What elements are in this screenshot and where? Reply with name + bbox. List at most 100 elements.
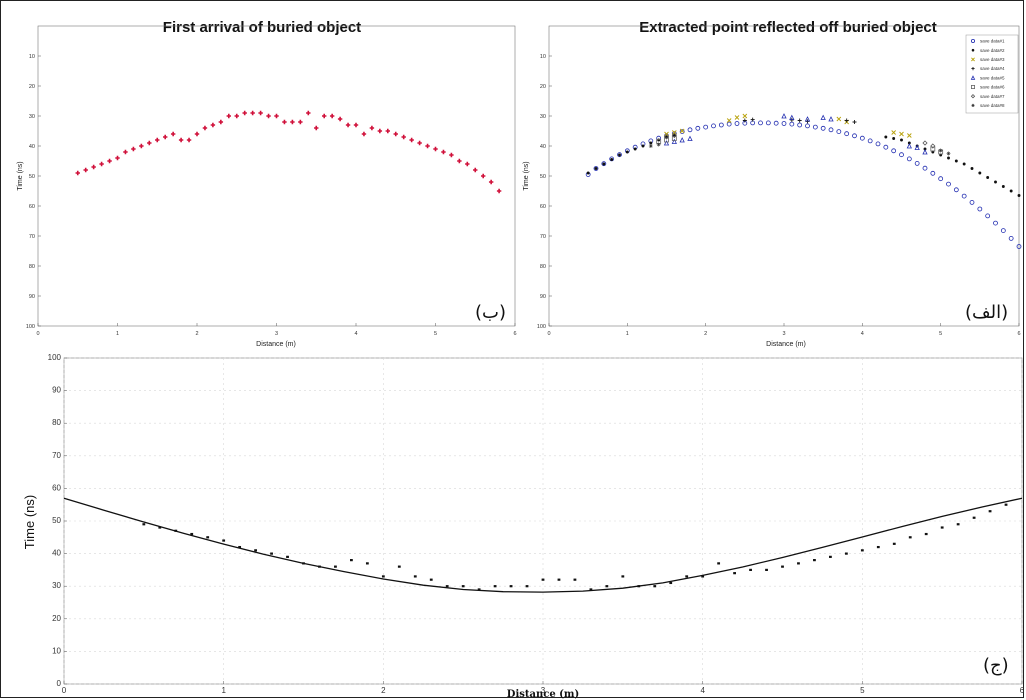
- panel-b-axes-box: [37, 25, 516, 327]
- data-point: [867, 138, 873, 144]
- panel-alef-y-tick-label: 40: [540, 144, 546, 150]
- data-point: [859, 135, 865, 141]
- data-point: [671, 132, 677, 139]
- legend-entry: save data#6: [980, 85, 1005, 90]
- data-point: [978, 171, 982, 175]
- data-point: [695, 125, 701, 131]
- data-point: [906, 156, 912, 162]
- data-point: [703, 124, 709, 130]
- data-point: [875, 141, 881, 147]
- data-point: [641, 144, 645, 148]
- data-point: [985, 213, 991, 219]
- data-point: [876, 545, 880, 549]
- panel-alef-x-tick-label: 1: [626, 331, 629, 337]
- panel-alef-y-tick-label: 10: [540, 54, 546, 60]
- panel-b-x-axis-label: Distance (m): [256, 341, 296, 348]
- data-point: [238, 545, 242, 549]
- data-point: [1000, 228, 1006, 234]
- data-point: [99, 161, 104, 167]
- data-point: [617, 152, 622, 158]
- data-point: [687, 127, 693, 133]
- data-point: [687, 135, 693, 141]
- data-point: [350, 559, 353, 562]
- panel-b-x-tick-label: 4: [354, 331, 357, 337]
- panel-b-label: (ب): [475, 302, 506, 323]
- panel-b-y-tick-label: 70: [29, 234, 35, 240]
- data-point: [353, 122, 359, 128]
- data-point: [586, 171, 590, 175]
- data-point: [742, 113, 748, 119]
- data-point: [1008, 235, 1014, 241]
- data-point: [457, 158, 462, 164]
- panel-b-x-tick-label: 2: [195, 331, 198, 337]
- data-point: [828, 116, 834, 122]
- panel-alef-data-points: [585, 113, 1022, 249]
- data-point: [892, 542, 896, 545]
- data-point: [473, 167, 478, 173]
- panel-jim-x-axis-label: Distance (m): [507, 689, 579, 700]
- legend-marker: [970, 94, 976, 99]
- panel-b-y-tick-label: 10: [29, 54, 35, 60]
- panel-jim-y-tick-label: 100: [48, 353, 62, 362]
- data-point: [946, 151, 951, 156]
- panel-b-y-tick-label: 40: [29, 144, 35, 150]
- data-point: [509, 585, 513, 588]
- panel-jim-y-tick-label: 30: [52, 581, 61, 590]
- data-point: [892, 137, 896, 140]
- data-point: [573, 578, 577, 581]
- data-point: [618, 153, 621, 157]
- panel-b-x-tick-label: 6: [513, 331, 516, 337]
- data-point: [206, 536, 210, 539]
- panel-b-y-tick-label: 60: [29, 204, 35, 210]
- data-point: [899, 152, 904, 158]
- panel-alef-title: Extracted point reflected off buried obj…: [639, 19, 937, 36]
- panel-b-y-tick-label: 20: [29, 84, 35, 90]
- data-point: [664, 137, 669, 143]
- panel-b-x-tick-label: 1: [116, 331, 119, 337]
- data-point: [258, 110, 263, 116]
- panel-alef-x-tick-label: 0: [547, 331, 550, 337]
- data-point: [322, 113, 327, 119]
- data-point: [633, 147, 637, 151]
- data-point: [663, 140, 670, 146]
- data-point: [789, 114, 795, 120]
- data-point: [625, 150, 629, 154]
- data-point: [202, 125, 208, 131]
- panel-alef-y-tick-label: 80: [540, 264, 546, 270]
- panel-b-y-tick-label: 90: [29, 294, 35, 300]
- data-point: [461, 585, 465, 588]
- data-point: [589, 588, 593, 591]
- panel-jim-y-tick-label: 80: [52, 418, 61, 427]
- data-point: [679, 128, 685, 134]
- data-point: [938, 176, 944, 182]
- data-point: [961, 193, 967, 199]
- panel-jim-y-tick-label: 70: [52, 451, 61, 460]
- panel-alef-y-tick-label: 70: [540, 234, 546, 240]
- data-point: [158, 526, 162, 529]
- data-point: [938, 148, 943, 153]
- panel-alef-y-tick-label: 50: [540, 174, 546, 180]
- data-point: [836, 129, 842, 135]
- data-point: [836, 116, 842, 122]
- panel-alef-y-tick-label: 90: [540, 294, 546, 300]
- data-point: [804, 116, 811, 122]
- data-point: [922, 165, 928, 171]
- data-point: [369, 125, 375, 131]
- data-point: [726, 121, 732, 127]
- data-point: [972, 516, 976, 519]
- panel-jim-y-axis-label: Time (ns): [22, 495, 37, 549]
- panel-jim-y-tick-label: 10: [52, 646, 61, 655]
- panel-alef-x-tick-label: 2: [704, 331, 707, 337]
- data-point: [601, 161, 607, 167]
- legend-marker: [971, 67, 975, 71]
- data-point: [953, 187, 959, 193]
- data-point: [733, 572, 736, 575]
- data-point: [679, 137, 685, 143]
- data-point: [669, 581, 673, 585]
- data-point: [194, 131, 200, 137]
- panel-jim-data-points: [142, 503, 1008, 591]
- data-point: [671, 136, 677, 141]
- data-point: [83, 167, 88, 173]
- legend-entry: save data#4: [980, 66, 1005, 71]
- data-point: [190, 532, 194, 536]
